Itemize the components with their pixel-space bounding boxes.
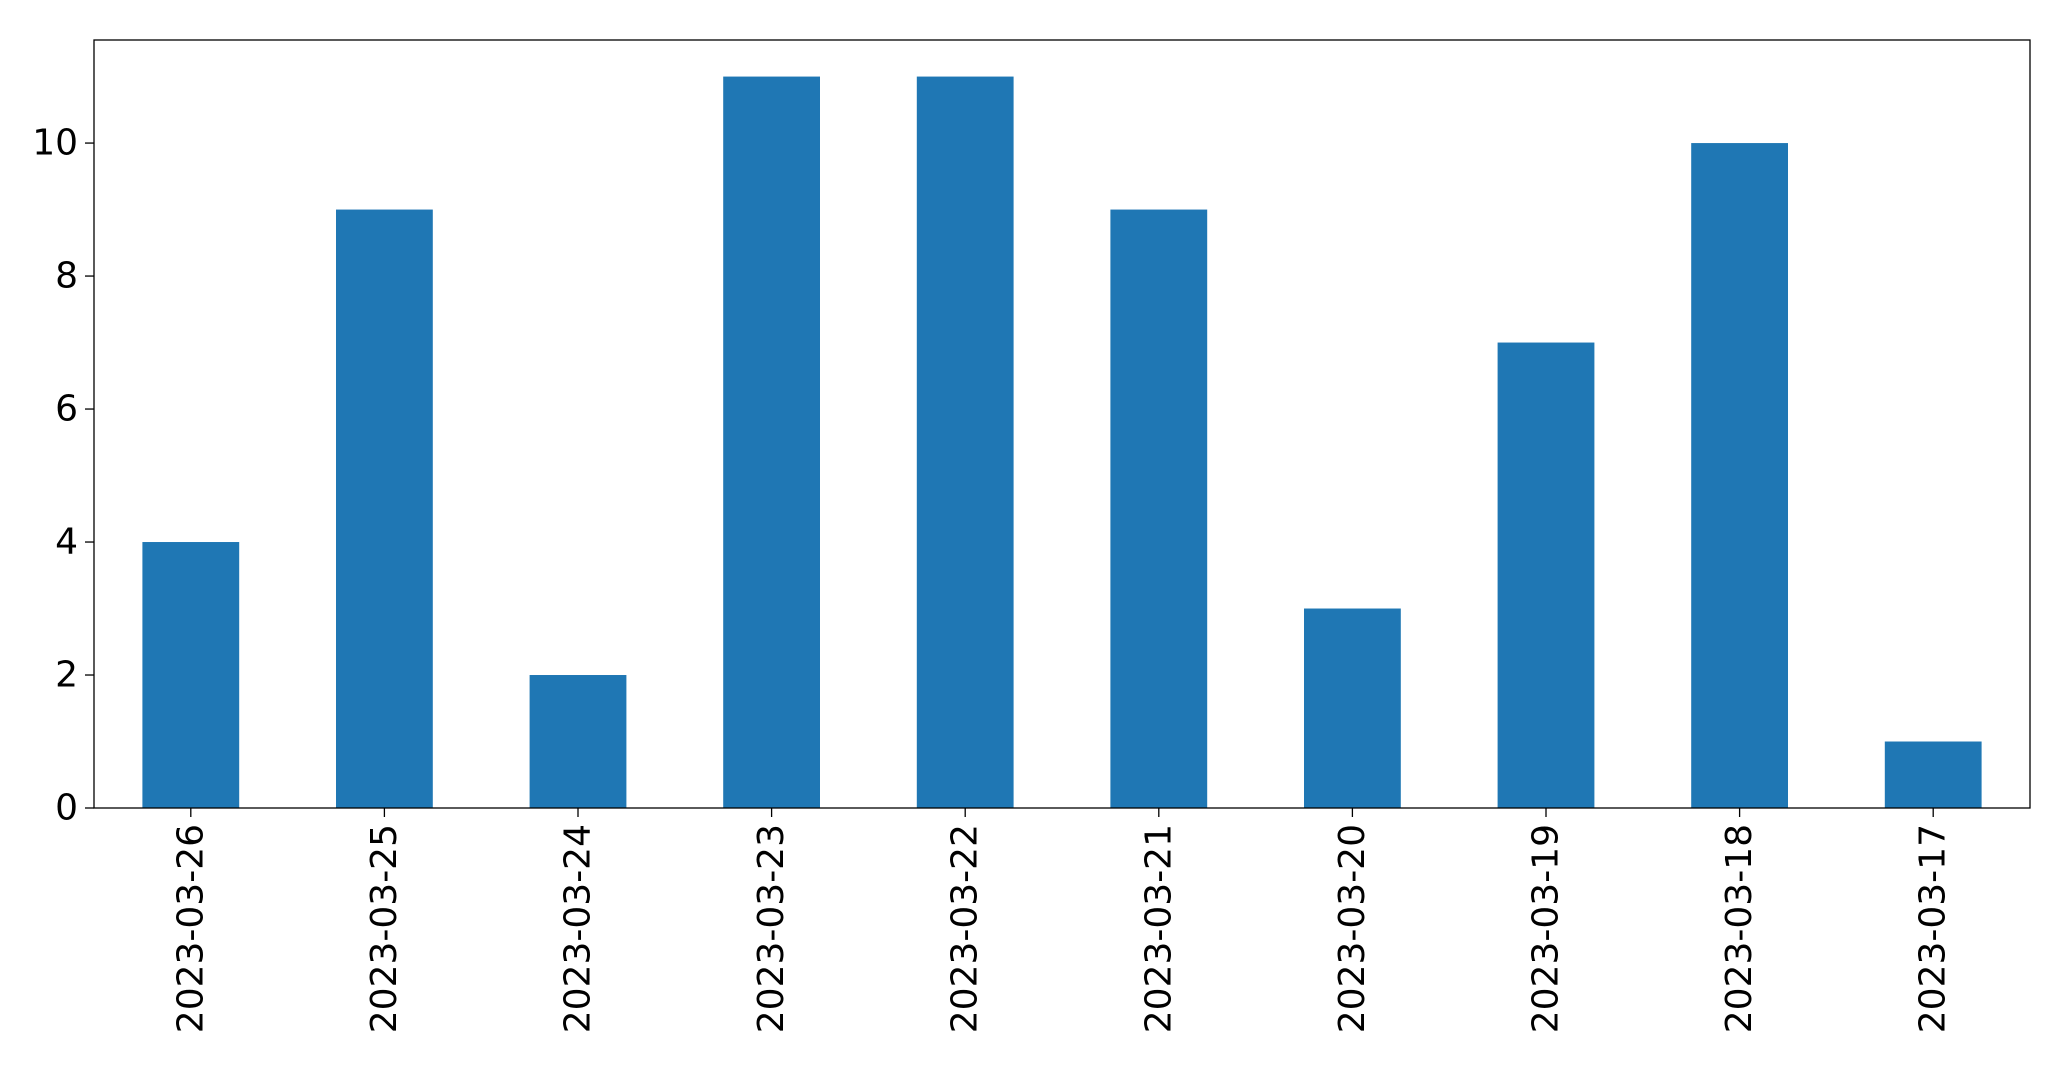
x-tick-label: 2023-03-20: [1332, 824, 1373, 1033]
bar: [1497, 342, 1595, 808]
x-tick-label: 2023-03-19: [1526, 824, 1567, 1033]
bar: [336, 209, 433, 808]
x-tick-label: 2023-03-25: [364, 824, 405, 1033]
bar: [916, 76, 1014, 809]
x-tick-label: 2023-03-18: [1719, 824, 1760, 1033]
y-tick-label: 10: [32, 123, 78, 164]
bar: [1691, 143, 1788, 808]
x-tick-label: 2023-03-21: [1138, 824, 1179, 1033]
x-tick-label: 2023-03-26: [170, 824, 211, 1033]
y-tick-label: 6: [55, 389, 78, 430]
x-tick-label: 2023-03-24: [558, 824, 599, 1033]
y-tick-label: 2: [55, 655, 78, 696]
y-tick-label: 4: [55, 522, 78, 563]
bar: [529, 675, 627, 808]
bar: [142, 542, 240, 808]
bar: [723, 76, 820, 809]
y-tick-label: 0: [55, 788, 78, 829]
y-tick-label: 8: [55, 256, 78, 297]
plot-frame: [93, 39, 2031, 809]
bar: [1884, 741, 1982, 808]
x-tick-label: 2023-03-23: [751, 824, 792, 1033]
bar: [1304, 608, 1401, 808]
x-tick-label: 2023-03-17: [1913, 824, 1954, 1033]
bar: [1110, 209, 1208, 808]
x-tick-label: 2023-03-22: [945, 824, 986, 1033]
